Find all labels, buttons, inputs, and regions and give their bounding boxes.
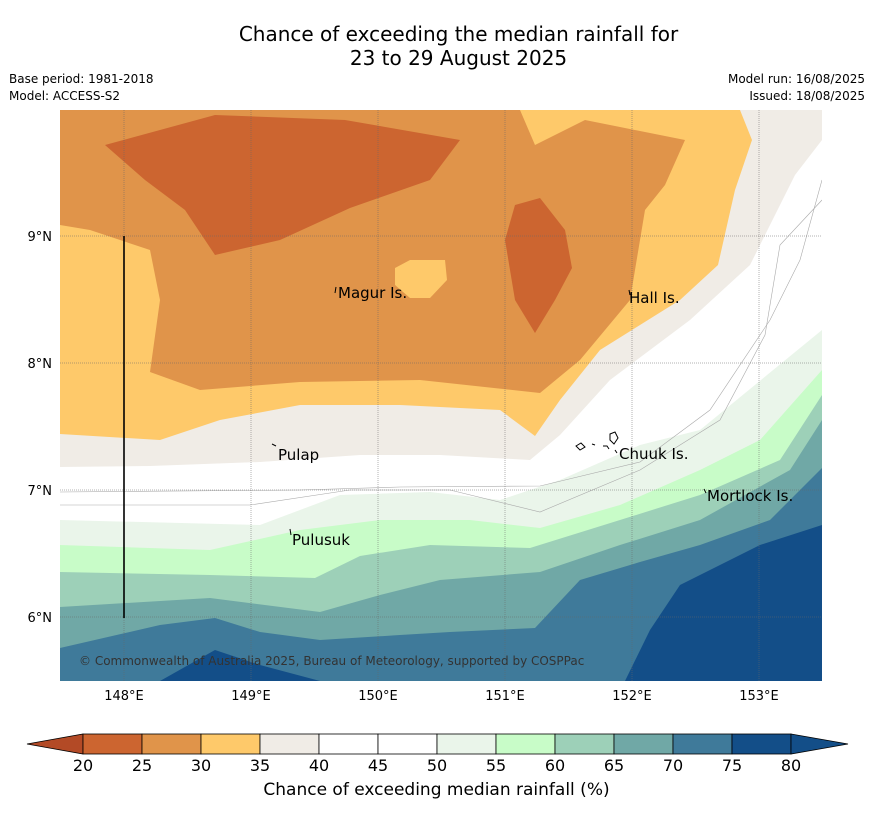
colorbar-tick-label: 40 xyxy=(308,756,330,775)
colorbar-tick-label: 30 xyxy=(190,756,212,775)
lon-label-153e: 153°E xyxy=(739,689,779,704)
map-fill: Magur Is. Hall Is. Pulap Chuuk Is. Mortl… xyxy=(60,110,822,681)
title-line-2: 23 to 29 August 2025 xyxy=(349,46,568,70)
colorbar-swatch xyxy=(377,733,438,755)
colorbar-swatch xyxy=(259,733,320,755)
colorbar-swatch xyxy=(318,733,379,755)
colorbar-tick-label: 60 xyxy=(544,756,566,775)
colorbar-tick-label: 65 xyxy=(603,756,625,775)
lat-label-7n: 7°N xyxy=(28,484,53,499)
colorbar-tick-label: 20 xyxy=(72,756,94,775)
colorbar-tick-label: 45 xyxy=(367,756,389,775)
chart-title: Chance of exceeding the median rainfall … xyxy=(0,22,873,70)
place-pulusuk: Pulusuk xyxy=(292,531,350,549)
island-marks xyxy=(271,286,707,536)
colorbar-swatch xyxy=(672,733,733,755)
colorbar-tick-label: 75 xyxy=(721,756,743,775)
colorbar-swatch xyxy=(141,733,202,755)
colorbar-tick-label: 35 xyxy=(249,756,271,775)
colorbar-swatch xyxy=(731,733,792,755)
model-name: Model: ACCESS-S2 xyxy=(9,89,121,103)
model-run: Model run: 16/08/2025 xyxy=(727,72,865,86)
colorbar-extend-low xyxy=(26,733,84,755)
title-line-1: Chance of exceeding the median rainfall … xyxy=(238,22,679,46)
lon-label-149e: 149°E xyxy=(231,689,271,704)
copyright-text: © Commonwealth of Australia 2025, Bureau… xyxy=(79,654,584,668)
lon-label-148e: 148°E xyxy=(104,689,144,704)
colorbar-swatch xyxy=(495,733,556,755)
meta-right: Model run: 16/08/2025 Issued: 18/08/2025 xyxy=(728,71,865,105)
colorbar-extend-high xyxy=(790,733,849,755)
colorbar-tick-label: 25 xyxy=(131,756,153,775)
colorbar-swatch xyxy=(200,733,261,755)
colorbar-swatch xyxy=(613,733,674,755)
lon-label-151e: 151°E xyxy=(485,689,525,704)
colorbar-label: Chance of exceeding median rainfall (%) xyxy=(263,780,610,800)
graticule xyxy=(60,110,822,681)
lon-label-150e: 150°E xyxy=(358,689,398,704)
colorbar-swatch xyxy=(554,733,615,755)
place-magur: Magur Is. xyxy=(338,284,407,302)
base-period: Base period: 1981-2018 xyxy=(9,72,154,86)
map-contour-low xyxy=(105,115,460,255)
colorbar-tick-label: 50 xyxy=(426,756,448,775)
colorbar-swatch xyxy=(436,733,497,755)
lat-label-9n: 9°N xyxy=(28,230,53,245)
place-chuuk: Chuuk Is. xyxy=(619,445,688,463)
lat-label-8n: 8°N xyxy=(28,357,53,372)
colorbar-tick-label: 70 xyxy=(662,756,684,775)
lon-label-152e: 152°E xyxy=(612,689,652,704)
colorbar-tick-label: 55 xyxy=(485,756,507,775)
place-hall: Hall Is. xyxy=(629,289,680,307)
meta-left: Base period: 1981-2018 Model: ACCESS-S2 xyxy=(9,71,154,105)
place-pulap: Pulap xyxy=(278,446,319,464)
colorbar xyxy=(26,733,849,755)
place-mortlock: Mortlock Is. xyxy=(707,487,793,505)
colorbar-swatch xyxy=(82,733,143,755)
colorbar-ticks: 20 25 30 35 40 45 50 55 60 65 70 75 80 xyxy=(0,756,873,776)
lat-label-6n: 6°N xyxy=(28,611,53,626)
issued-date: Issued: 18/08/2025 xyxy=(749,89,865,103)
colorbar-tick-label: 80 xyxy=(780,756,802,775)
